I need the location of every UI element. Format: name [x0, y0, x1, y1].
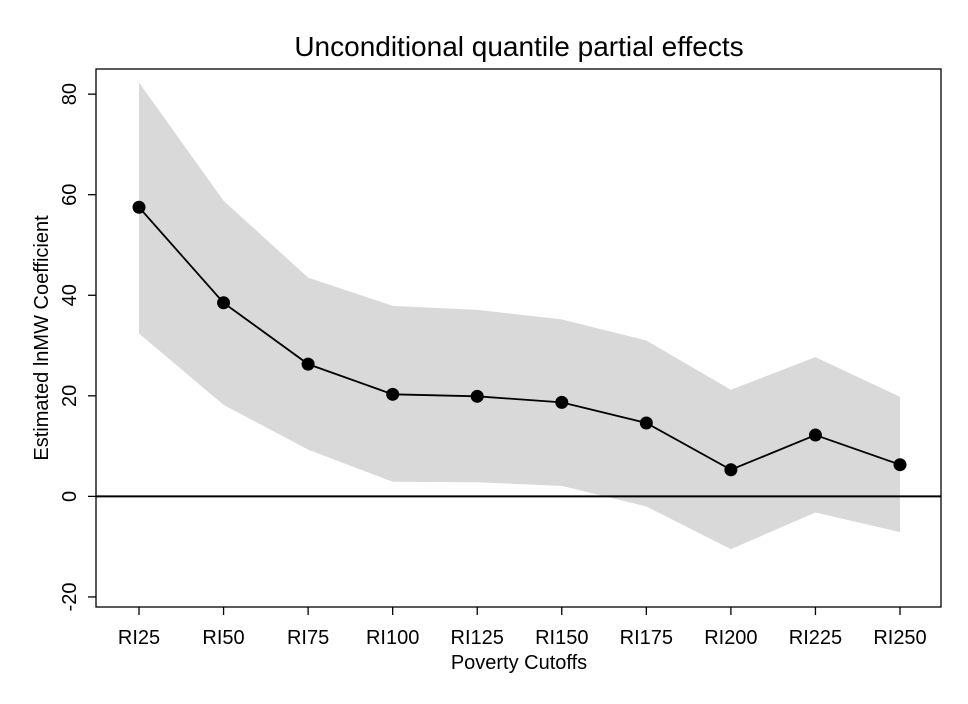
series-markers: [132, 200, 907, 477]
confidence-band: [139, 82, 900, 550]
data-point: [808, 428, 822, 442]
y-tick-label: 40: [59, 284, 81, 306]
x-tick-label: RI175: [620, 627, 673, 649]
series-line-layer: [138, 206, 901, 471]
x-axis-title: Poverty Cutoffs: [451, 652, 587, 674]
data-point: [893, 458, 907, 472]
data-point: [555, 395, 569, 409]
x-tick-label: RI225: [789, 627, 842, 649]
data-point: [470, 389, 484, 403]
data-point: [217, 296, 231, 310]
chart-title: Unconditional quantile partial effects: [294, 31, 743, 62]
y-tick-label: -20: [59, 582, 81, 611]
x-tick-label: RI125: [451, 627, 504, 649]
plot-frame: [95, 68, 942, 608]
x-tick-label: RI150: [535, 627, 588, 649]
y-tick-label: 0: [59, 491, 81, 502]
x-tick-label: RI25: [118, 627, 160, 649]
data-point: [132, 200, 146, 214]
data-point: [386, 387, 400, 401]
x-tick-label: RI200: [704, 627, 757, 649]
y-axis-ticks: -20 0 20 40 60 80: [59, 83, 96, 611]
x-tick-label: RI100: [366, 627, 419, 649]
confidence-band-layer: [139, 82, 900, 550]
x-axis-ticks: RI25 RI50 RI75 RI100 RI125 RI150 RI175 RI200 RI2…: [118, 607, 927, 649]
data-point: [639, 416, 653, 430]
series-line: [138, 206, 901, 471]
data-point: [724, 463, 738, 477]
y-tick-label: 20: [59, 385, 81, 407]
x-tick-label: RI75: [287, 627, 329, 649]
data-point: [301, 357, 315, 371]
y-axis-title: Estimated lnMW Coefficient: [31, 215, 53, 461]
y-tick-label: 80: [59, 83, 81, 105]
y-tick-label: 60: [59, 184, 81, 206]
x-tick-label: RI250: [873, 627, 926, 649]
x-tick-label: RI50: [202, 627, 244, 649]
